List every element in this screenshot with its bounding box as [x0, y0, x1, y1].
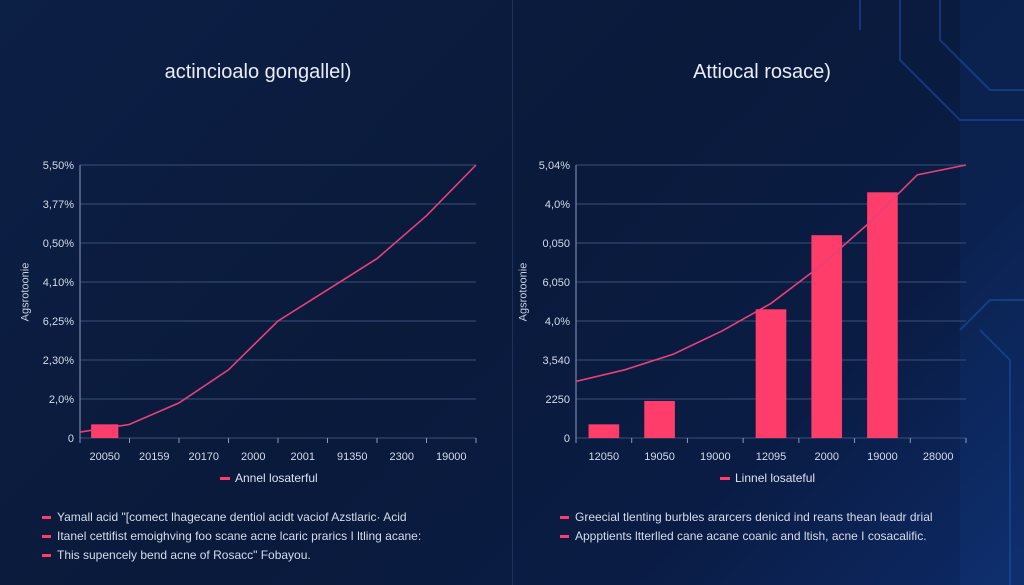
right-y-tick-label: 2250 — [546, 394, 570, 406]
right-y-tick-label: 6,050 — [542, 277, 570, 289]
left-y-tick-label: 5,50% — [43, 160, 74, 172]
right-y-tick-label: 4,0% — [545, 316, 570, 328]
left-note-3-bullet — [42, 553, 51, 557]
right-bar — [588, 424, 620, 438]
left-x-tick-label: 20170 — [188, 451, 219, 463]
left-note-3: This supencely bend acne of Rosacc" Foba… — [42, 548, 311, 562]
left-note-2: Itanel cettifist emoighving foo scane ac… — [42, 529, 421, 543]
right-x-tick-label: 19050 — [644, 451, 675, 463]
right-chart-title: Attiocal rosace) — [693, 61, 831, 83]
right-legend: Linnel losateful — [720, 471, 815, 485]
right-y-tick-label: 0,050 — [542, 238, 570, 250]
left-chart-title: actincioalo gongallel) — [164, 61, 352, 83]
right-note-2-bullet — [560, 534, 569, 538]
left-series-line — [79, 164, 477, 433]
left-y-tick-label: 0 — [68, 433, 74, 445]
right-bar — [811, 235, 843, 438]
left-note-1-text: Yamall acid "[comect lhagecane dentiol a… — [57, 510, 407, 524]
left-note-1: Yamall acid "[comect lhagecane dentiol a… — [42, 510, 407, 524]
right-series-line — [575, 164, 967, 383]
left-note-3-text: This supencely bend acne of Rosacc" Foba… — [57, 548, 311, 562]
left-x-tick-label: 19000 — [436, 451, 467, 463]
right-bar — [644, 400, 675, 438]
right-x-tick-label: 19000 — [867, 451, 898, 463]
left-legend-swatch — [220, 476, 230, 480]
right-y-tick-label: 3,540 — [542, 355, 570, 367]
right-x-tick-label: 12095 — [756, 451, 787, 463]
left-y-tick-label: 0,50% — [43, 238, 74, 250]
right-x-tick-label: 2000 — [814, 451, 838, 463]
left-y-tick-label: 4,10% — [43, 277, 74, 289]
right-note-2-text: Appptients ltterlled cane acane coanic a… — [575, 529, 927, 543]
right-x-tick-label: 19000 — [700, 451, 731, 463]
left-x-tick-label: 91350 — [337, 451, 368, 463]
left-legend-label: Annel losaterful — [235, 471, 318, 485]
right-y-tick-label: 5,04% — [539, 160, 570, 172]
left-x-tick-label: 2000 — [241, 451, 265, 463]
left-note-2-bullet — [42, 534, 51, 538]
right-note-1-text: Greecial tlenting burbles ararcers denic… — [575, 510, 933, 524]
left-y-tick-label: 2,30% — [43, 355, 74, 367]
right-y-tick-label: 4,0% — [545, 199, 570, 211]
left-x-tick-label: 2300 — [390, 451, 414, 463]
left-note-2-text: Itanel cettifist emoighving foo scane ac… — [57, 529, 422, 543]
right-x-tick-label: 28000 — [923, 451, 954, 463]
left-x-tick-label: 20050 — [89, 451, 120, 463]
right-note-1: Greecial tlenting burbles ararcers denic… — [560, 510, 933, 524]
left-y-tick-label: 6,25% — [43, 316, 74, 328]
left-y-tick-label: 3,77% — [43, 199, 74, 211]
left-x-tick-label: 2001 — [291, 451, 315, 463]
left-y-tick-label: 2,0% — [49, 394, 74, 406]
right-y-tick-label: 0 — [564, 433, 570, 445]
panel-divider — [512, 0, 513, 585]
right-legend-label: Linnel losateful — [735, 471, 816, 485]
right-bar — [755, 309, 787, 438]
right-note-1-bullet — [560, 515, 569, 519]
right-legend-swatch — [720, 476, 730, 480]
right-note-2: Appptients ltterlled cane acane coanic a… — [560, 529, 927, 543]
left-legend: Annel losaterful — [220, 471, 318, 485]
right-bar — [867, 192, 898, 438]
left-note-1-bullet — [42, 515, 51, 519]
left-x-tick-label: 20159 — [139, 451, 170, 463]
right-x-tick-label: 12050 — [589, 451, 620, 463]
